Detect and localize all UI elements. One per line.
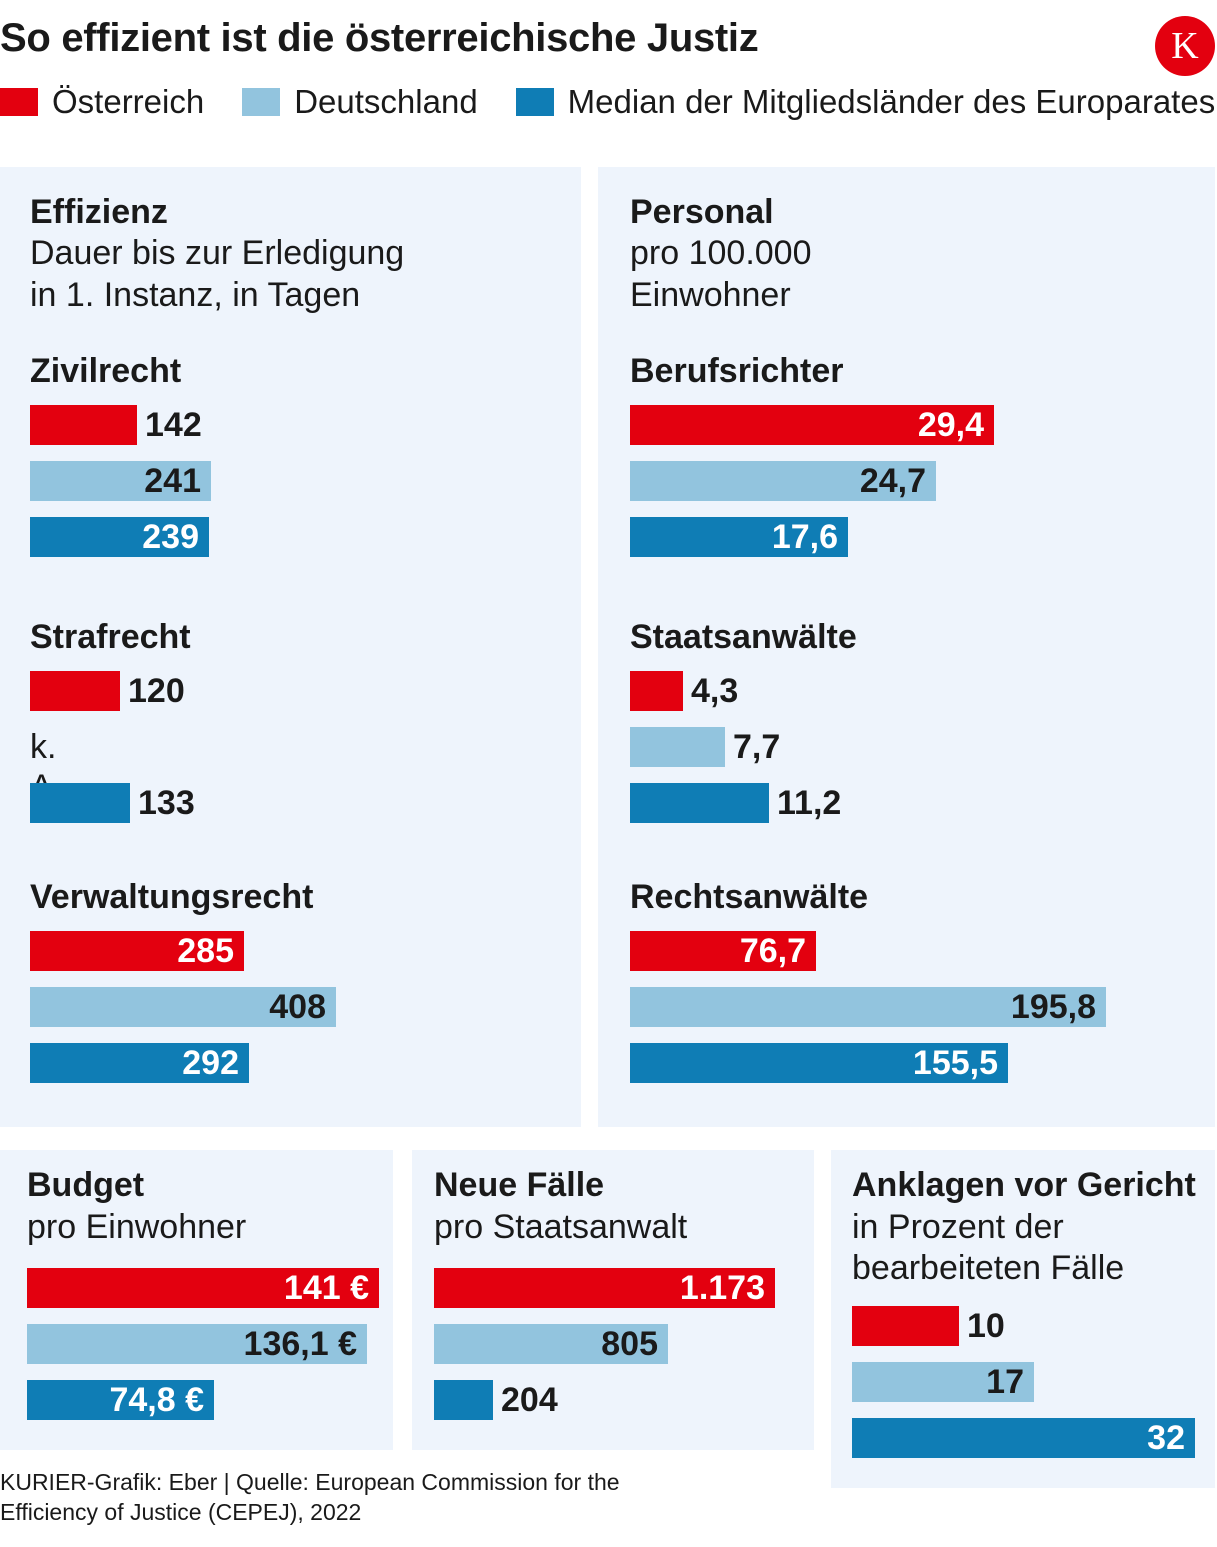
label-staatsanw-oesterreich: 4,3 [691, 672, 739, 710]
bar-verw-median [30, 1043, 249, 1083]
section-title-verw: Verwaltungsrecht [30, 878, 314, 916]
panel-neue-faelle: Neue Fälle pro Staatsanwalt 1.173 805 204 [412, 1150, 814, 1450]
label-richter-median: 17,6 [771, 518, 838, 556]
section-title-rechtsanw: Rechtsanwälte [630, 878, 869, 916]
legend-label-oesterreich: Österreich [52, 83, 205, 120]
panel-budget: Budget pro Einwohner 141 € 136,1 € 74,8 € [0, 1150, 393, 1450]
panel-title-budget: Budget [27, 1166, 145, 1204]
legend: Österreich Deutschland Median der Mitgli… [0, 83, 1215, 121]
panel-title-personal: Personal [630, 193, 774, 231]
label-zivil-deutschland: 241 [144, 462, 201, 500]
panel-title-effizienz: Effizienz [30, 193, 168, 231]
label-richter-oesterreich: 29,4 [917, 406, 984, 444]
label-faelle-median: 204 [501, 1381, 558, 1419]
bar-anklagen-deutschland [852, 1362, 1034, 1402]
label-rechtsanw-oesterreich: 76,7 [739, 932, 806, 970]
source-note: KURIER-Grafik: Eber | Quelle: European C… [0, 1467, 620, 1527]
source-line-1: KURIER-Grafik: Eber | Quelle: European C… [0, 1469, 620, 1495]
label-verw-median: 292 [182, 1044, 239, 1082]
legend-swatch-median [515, 88, 554, 116]
bar-budget-oesterreich [27, 1268, 379, 1308]
bar-zivil-deutschland [30, 461, 211, 501]
panel-anklagen: Anklagen vor Gericht in Prozent der bear… [831, 1150, 1215, 1488]
legend-item-deutschland: Deutschland [242, 83, 478, 121]
label-zivil-oesterreich: 142 [145, 406, 202, 444]
source-line-2: Efficiency of Justice (CEPEJ), 2022 [0, 1499, 362, 1525]
bar-richter-deutschland [630, 461, 936, 501]
bar-anklagen-oesterreich [852, 1306, 959, 1346]
bar-richter-median [630, 517, 848, 557]
legend-label-median: Median der Mitgliedsländer des Europarat… [567, 83, 1216, 120]
panel-subtitle-personal-1: pro 100.000 [630, 234, 812, 272]
label-straf-oesterreich: 120 [128, 672, 185, 710]
label-staatsanw-deutschland: 7,7 [733, 728, 781, 766]
panel-personal: Personal pro 100.000 Einwohner Berufsric… [598, 167, 1215, 1127]
bar-faelle-deutschland [434, 1324, 668, 1364]
bar-verw-deutschland [30, 987, 336, 1027]
legend-swatch-oesterreich [0, 88, 38, 116]
bar-straf-oesterreich [30, 671, 120, 711]
section-title-staatsanw: Staatsanwälte [630, 618, 857, 656]
legend-label-deutschland: Deutschland [294, 83, 478, 120]
label-faelle-oesterreich: 1.173 [679, 1269, 765, 1307]
bar-richter-oesterreich [630, 405, 994, 445]
bar-staatsanw-oesterreich [630, 671, 683, 711]
bar-budget-deutschland [27, 1324, 367, 1364]
bar-anklagen-median [852, 1418, 1195, 1458]
label-faelle-deutschland: 805 [601, 1325, 658, 1363]
bar-faelle-oesterreich [434, 1268, 775, 1308]
label-zivil-median: 239 [142, 518, 199, 556]
section-title-straf: Strafrecht [30, 618, 191, 656]
legend-item-median: Median der Mitgliedsländer des Europarat… [515, 83, 1216, 121]
label-verw-deutschland: 408 [269, 988, 326, 1026]
logo-letter: K [1171, 25, 1199, 67]
legend-swatch-deutschland [242, 88, 281, 116]
bar-rechtsanw-deutschland [630, 987, 1106, 1027]
label-richter-deutschland: 24,7 [859, 462, 926, 500]
bar-staatsanw-deutschland [630, 727, 725, 767]
panel-subtitle-effizienz-1: Dauer bis zur Erledigung [30, 234, 405, 272]
bar-zivil-median [30, 517, 209, 557]
section-title-richter: Berufsrichter [630, 352, 844, 390]
panel-title-anklagen: Anklagen vor Gericht [852, 1166, 1196, 1204]
bar-rechtsanw-oesterreich [630, 931, 816, 971]
bar-faelle-median [434, 1380, 493, 1420]
panel-subtitle-budget-1: pro Einwohner [27, 1208, 247, 1246]
kurier-logo: K [1155, 16, 1215, 76]
bar-straf-median [30, 783, 130, 823]
panel-subtitle-personal-2: Einwohner [630, 276, 791, 314]
label-budget-oesterreich: 141 € [283, 1269, 369, 1307]
label-budget-deutschland: 136,1 € [243, 1325, 357, 1363]
panel-subtitle-neue-faelle-1: pro Staatsanwalt [434, 1208, 688, 1246]
panel-effizienz: Effizienz Dauer bis zur Erledigung in 1.… [0, 167, 581, 1127]
bar-verw-oesterreich [30, 931, 244, 971]
legend-item-oesterreich: Österreich [0, 83, 204, 121]
label-verw-oesterreich: 285 [177, 932, 234, 970]
label-staatsanw-median: 11,2 [777, 784, 842, 822]
bar-staatsanw-median [630, 783, 769, 823]
label-straf-median: 133 [138, 784, 195, 822]
panel-subtitle-anklagen-2: bearbeiteten Fälle [852, 1249, 1125, 1287]
label-rechtsanw-deutschland: 195,8 [1010, 988, 1096, 1026]
label-budget-median: 74,8 € [109, 1381, 204, 1419]
section-title-zivil: Zivilrecht [30, 352, 182, 390]
label-rechtsanw-median: 155,5 [912, 1044, 998, 1082]
panel-title-neue-faelle: Neue Fälle [434, 1166, 605, 1204]
panel-subtitle-anklagen-1: in Prozent der [852, 1208, 1064, 1246]
chart-title: So effizient ist die österreichische Jus… [0, 16, 759, 60]
panel-subtitle-effizienz-2: in 1. Instanz, in Tagen [30, 276, 361, 314]
bar-rechtsanw-median [630, 1043, 1008, 1083]
bar-budget-median [27, 1380, 214, 1420]
label-anklagen-deutschland: 17 [986, 1363, 1024, 1401]
label-anklagen-oesterreich: 10 [967, 1307, 1005, 1345]
bar-zivil-oesterreich [30, 405, 137, 445]
label-anklagen-median: 32 [1147, 1419, 1185, 1457]
